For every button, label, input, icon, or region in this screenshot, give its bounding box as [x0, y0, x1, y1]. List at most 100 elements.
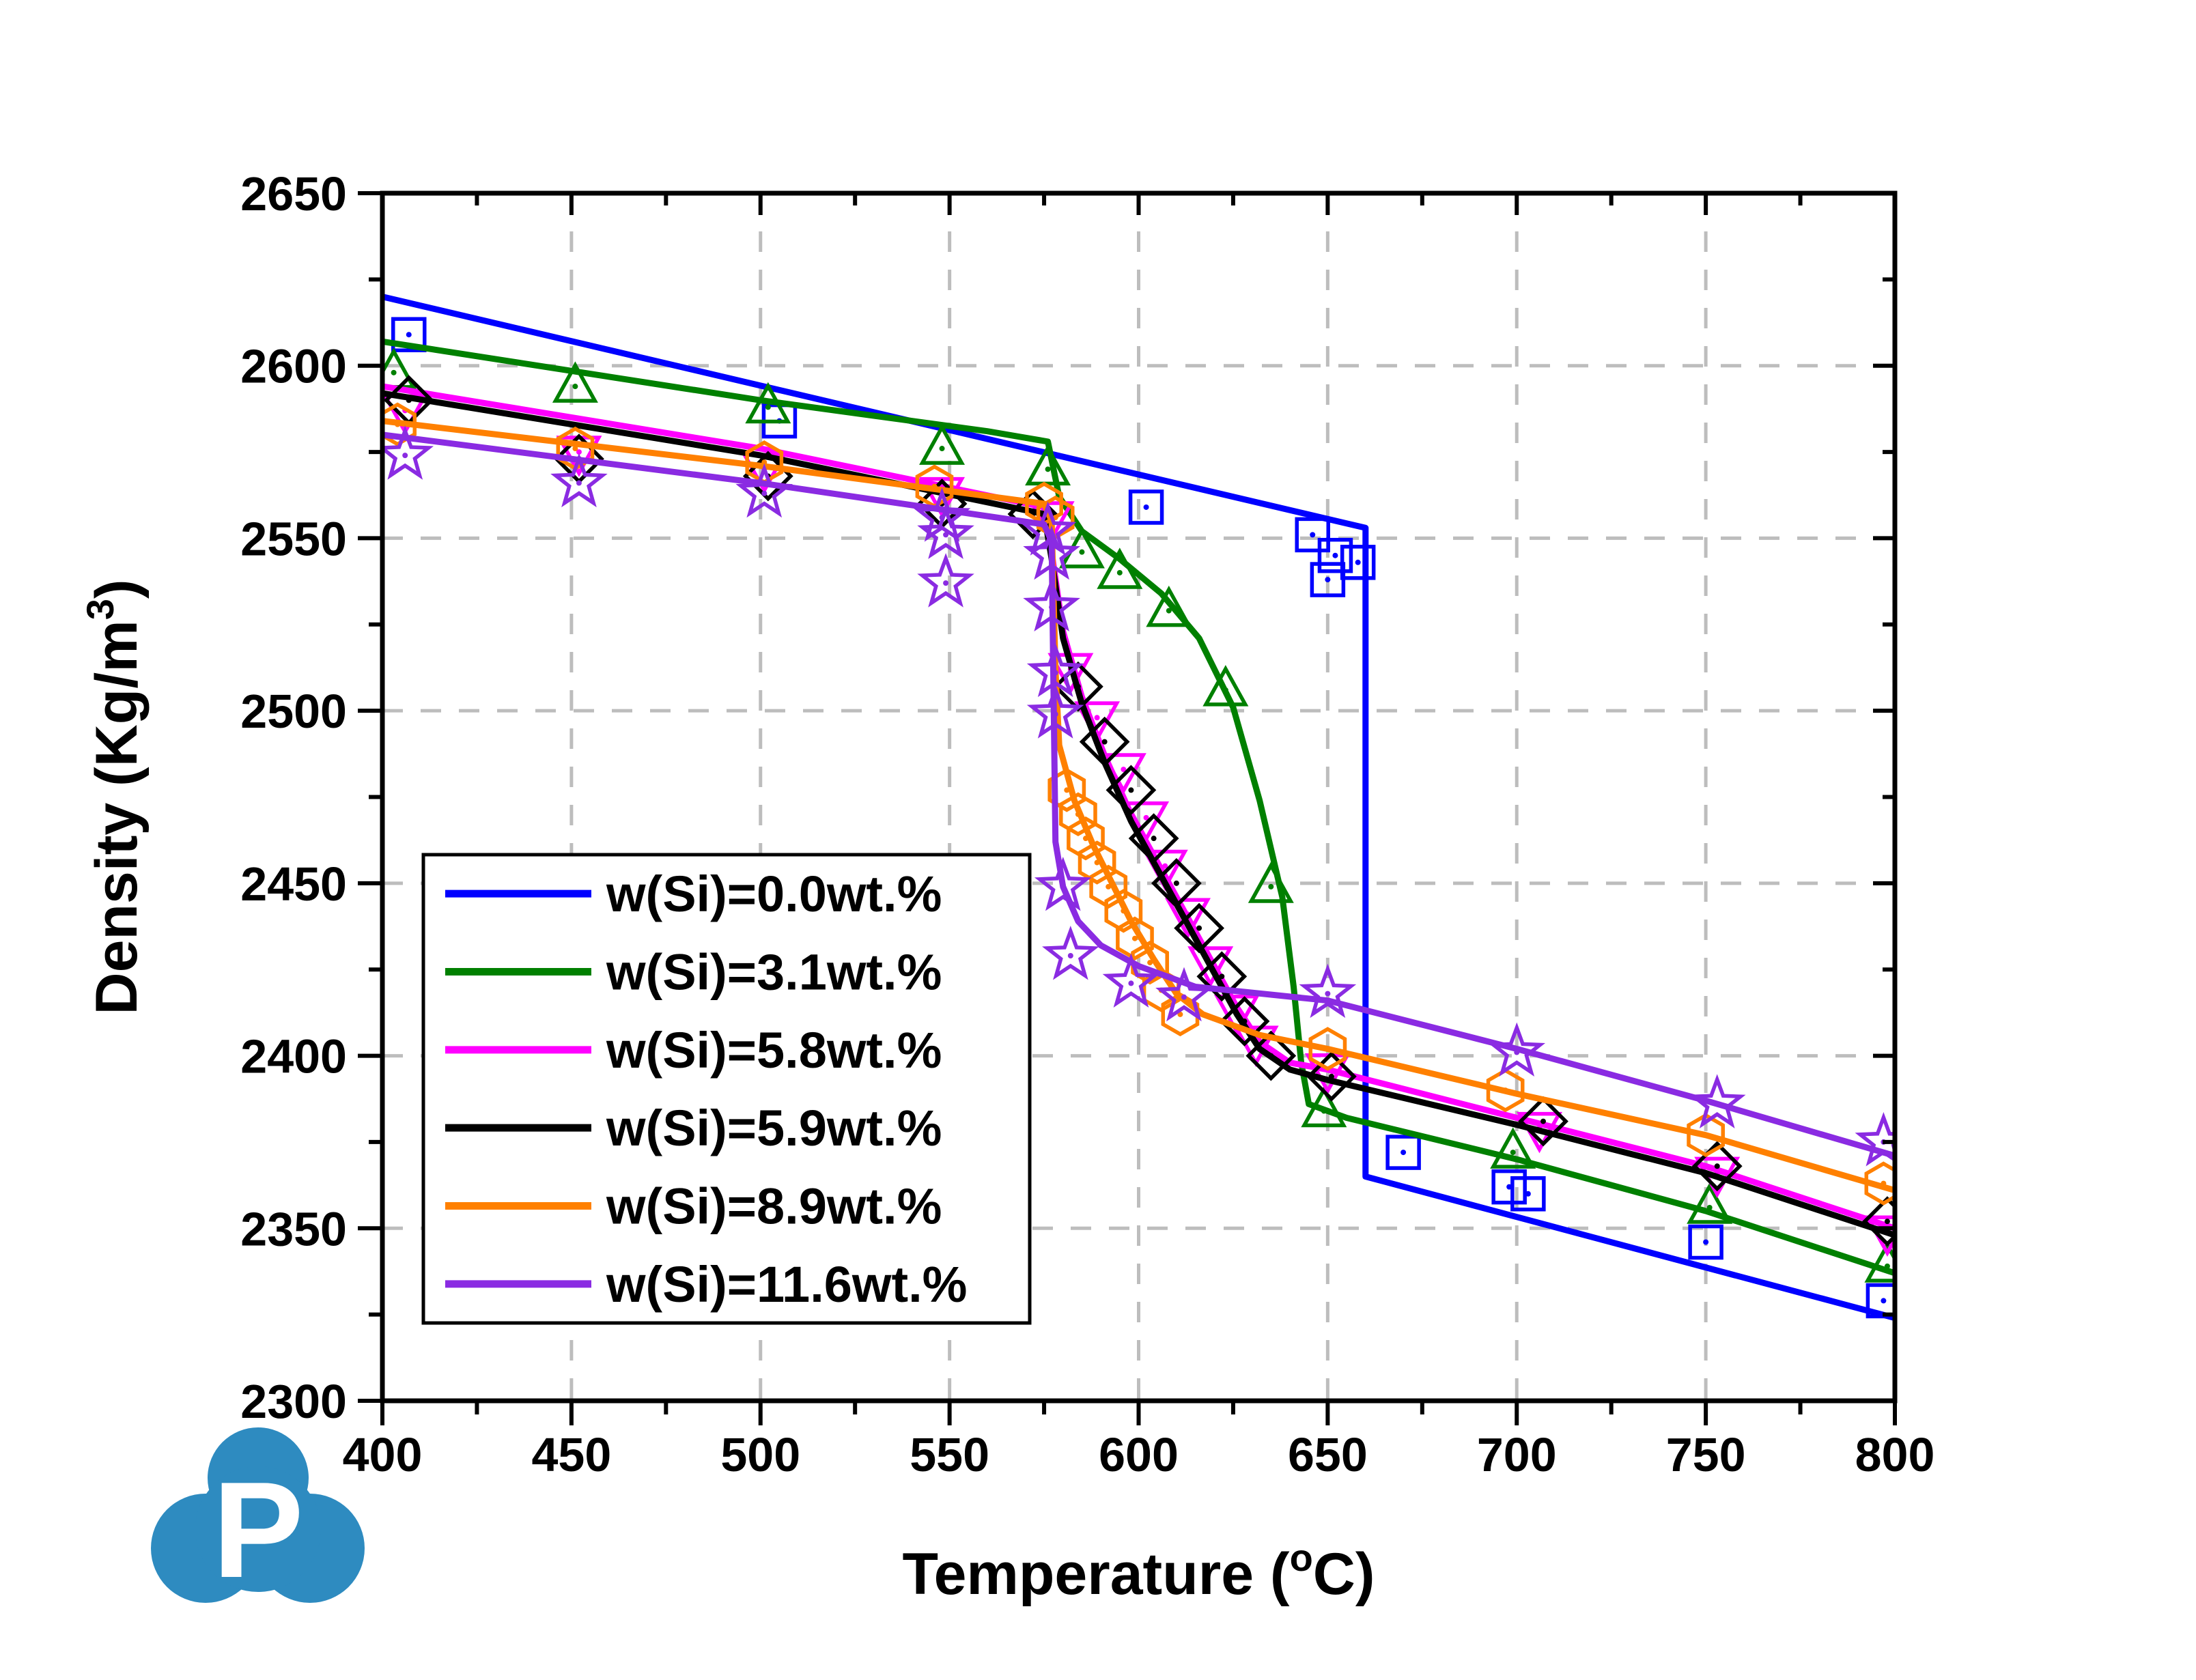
marker-center-dot	[939, 446, 945, 452]
plot-area	[382, 294, 1895, 1322]
marker-center-dot	[1703, 1239, 1709, 1245]
diamond-marker	[1862, 1196, 1895, 1247]
square-marker	[1317, 537, 1353, 573]
y-tick-label-2550: 2550	[240, 512, 347, 565]
marker-center-dot	[406, 332, 412, 338]
y-tick-label-2300: 2300	[240, 1375, 347, 1428]
triangle-down-marker	[1164, 898, 1211, 940]
diamond-marker	[1128, 813, 1179, 864]
marker-center-dot	[943, 532, 949, 538]
marker-center-dot	[1510, 1150, 1516, 1156]
marker-center-dot	[1151, 836, 1157, 842]
legend-entry-3: w(Si)=5.9wt.%	[445, 1100, 942, 1156]
star-marker	[1688, 1074, 1746, 1128]
marker-center-dot	[1143, 814, 1149, 821]
logo-letter: P	[212, 1454, 303, 1606]
star-marker	[1023, 525, 1080, 580]
x-tick-label-600: 600	[1099, 1428, 1179, 1481]
diamond-marker	[1196, 951, 1248, 1002]
marker-center-dot	[576, 449, 582, 455]
square-marker	[1510, 1176, 1546, 1212]
marker-center-dot	[1060, 883, 1066, 889]
marker-center-dot	[391, 369, 397, 375]
legend-label: w(Si)=5.9wt.%	[606, 1100, 942, 1156]
square-marker	[1310, 562, 1346, 597]
triangle-up-marker	[1864, 1241, 1895, 1283]
marker-center-dot	[1082, 836, 1088, 842]
x-tick-label-400: 400	[343, 1428, 423, 1481]
y-tick-label-2400: 2400	[240, 1030, 347, 1083]
diamond-marker	[1219, 996, 1270, 1047]
marker-center-dot	[1328, 1073, 1334, 1079]
marker-center-dot	[1128, 980, 1134, 986]
axis-ticks	[358, 191, 1897, 1425]
marker-center-dot	[1219, 973, 1225, 980]
legend-label: w(Si)=8.9wt.%	[606, 1178, 942, 1235]
y-tick-label-2450: 2450	[240, 857, 347, 911]
hexagon-marker	[1104, 889, 1143, 933]
marker-center-dot	[1525, 1191, 1531, 1197]
marker-center-dot	[765, 404, 771, 410]
marker-center-dot	[572, 384, 578, 390]
hexagon-marker	[1308, 1027, 1347, 1071]
diamond-marker	[1079, 716, 1130, 767]
marker-center-dot	[943, 580, 949, 586]
hexagon-marker	[1089, 864, 1128, 909]
triangle-up-marker	[919, 423, 966, 465]
hexagon-marker	[1864, 1161, 1895, 1206]
marker-center-dot	[931, 483, 938, 489]
legend-label: w(Si)=0.0wt.%	[606, 866, 942, 922]
logo-shape	[195, 1466, 321, 1592]
legend-box	[421, 853, 1032, 1325]
diamond-marker	[1174, 902, 1224, 954]
series-w(Si)=5.9wt.%	[382, 375, 1895, 1247]
star-marker	[1023, 577, 1080, 632]
marker-center-dot	[1075, 683, 1081, 689]
marker-center-dot	[1196, 925, 1202, 931]
triangle-up-marker	[1248, 862, 1294, 903]
marker-center-dot	[395, 421, 401, 427]
star-marker	[917, 553, 974, 608]
marker-center-dot	[1166, 608, 1172, 614]
triangle-up-marker	[552, 361, 598, 403]
hexagon-marker	[1067, 816, 1105, 861]
marker-center-dot	[1325, 1046, 1331, 1052]
triangle-up-marker	[1025, 444, 1071, 486]
marker-center-dot	[1881, 1298, 1887, 1304]
brand-logo: P	[151, 1427, 365, 1606]
marker-center-dot	[1079, 549, 1085, 555]
star-marker	[917, 504, 974, 559]
legend-label: w(Si)=5.8wt.%	[606, 1022, 942, 1079]
marker-center-dot	[1064, 787, 1070, 793]
diamond-marker	[1245, 1030, 1297, 1081]
marker-center-dot	[1075, 811, 1081, 817]
marker-center-dot	[1321, 1108, 1327, 1114]
marker-center-dot	[1131, 935, 1138, 941]
star-marker	[1155, 967, 1213, 1022]
legend-entry-0: w(Si)=0.0wt.%	[445, 866, 942, 922]
y-tick-label-2650: 2650	[240, 167, 347, 220]
triangle-down-marker	[1100, 753, 1146, 795]
triangle-up-marker	[1687, 1182, 1733, 1224]
marker-center-dot	[1121, 908, 1127, 914]
hexagon-marker	[1131, 940, 1169, 985]
marker-center-dot	[1181, 994, 1187, 1000]
marker-center-dot	[1714, 1163, 1720, 1169]
marker-center-dot	[1268, 883, 1274, 889]
marker-center-dot	[572, 446, 578, 452]
diamond-marker	[1306, 1051, 1357, 1102]
legend-entry-1: w(Si)=3.1wt.%	[445, 944, 942, 1001]
marker-center-dot	[1540, 1118, 1547, 1124]
marker-center-dot	[1106, 883, 1112, 889]
hexagon-marker	[1116, 916, 1154, 960]
marker-center-dot	[1703, 1132, 1709, 1138]
hexagon-marker	[1161, 992, 1200, 1037]
x-tick-label-500: 500	[720, 1428, 800, 1481]
marker-center-dot	[1310, 532, 1316, 538]
marker-center-dot	[1147, 960, 1153, 966]
marker-center-dot	[1045, 466, 1051, 472]
marker-center-dot	[1241, 1019, 1248, 1025]
legend-entry-4: w(Si)=8.9wt.%	[445, 1178, 942, 1235]
